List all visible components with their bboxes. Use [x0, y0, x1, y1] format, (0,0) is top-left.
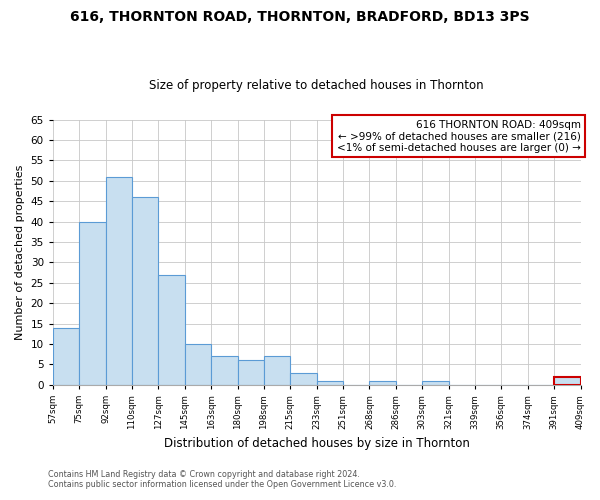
Bar	[158, 274, 185, 385]
Text: 616 THORNTON ROAD: 409sqm
← >99% of detached houses are smaller (216)
<1% of sem: 616 THORNTON ROAD: 409sqm ← >99% of deta…	[337, 120, 581, 153]
Bar	[264, 356, 290, 385]
Y-axis label: Number of detached properties: Number of detached properties	[15, 164, 25, 340]
Bar	[290, 372, 317, 385]
Bar	[211, 356, 238, 385]
X-axis label: Distribution of detached houses by size in Thornton: Distribution of detached houses by size …	[164, 437, 470, 450]
Bar	[422, 380, 449, 385]
Title: Size of property relative to detached houses in Thornton: Size of property relative to detached ho…	[149, 79, 484, 92]
Bar	[132, 197, 158, 385]
Bar	[79, 222, 106, 385]
Bar	[554, 376, 581, 385]
Bar	[106, 176, 132, 385]
Bar	[53, 328, 79, 385]
Bar	[370, 380, 396, 385]
Bar	[317, 380, 343, 385]
Text: Contains HM Land Registry data © Crown copyright and database right 2024.
Contai: Contains HM Land Registry data © Crown c…	[48, 470, 397, 489]
Text: 616, THORNTON ROAD, THORNTON, BRADFORD, BD13 3PS: 616, THORNTON ROAD, THORNTON, BRADFORD, …	[70, 10, 530, 24]
Bar	[238, 360, 264, 385]
Bar	[185, 344, 211, 385]
